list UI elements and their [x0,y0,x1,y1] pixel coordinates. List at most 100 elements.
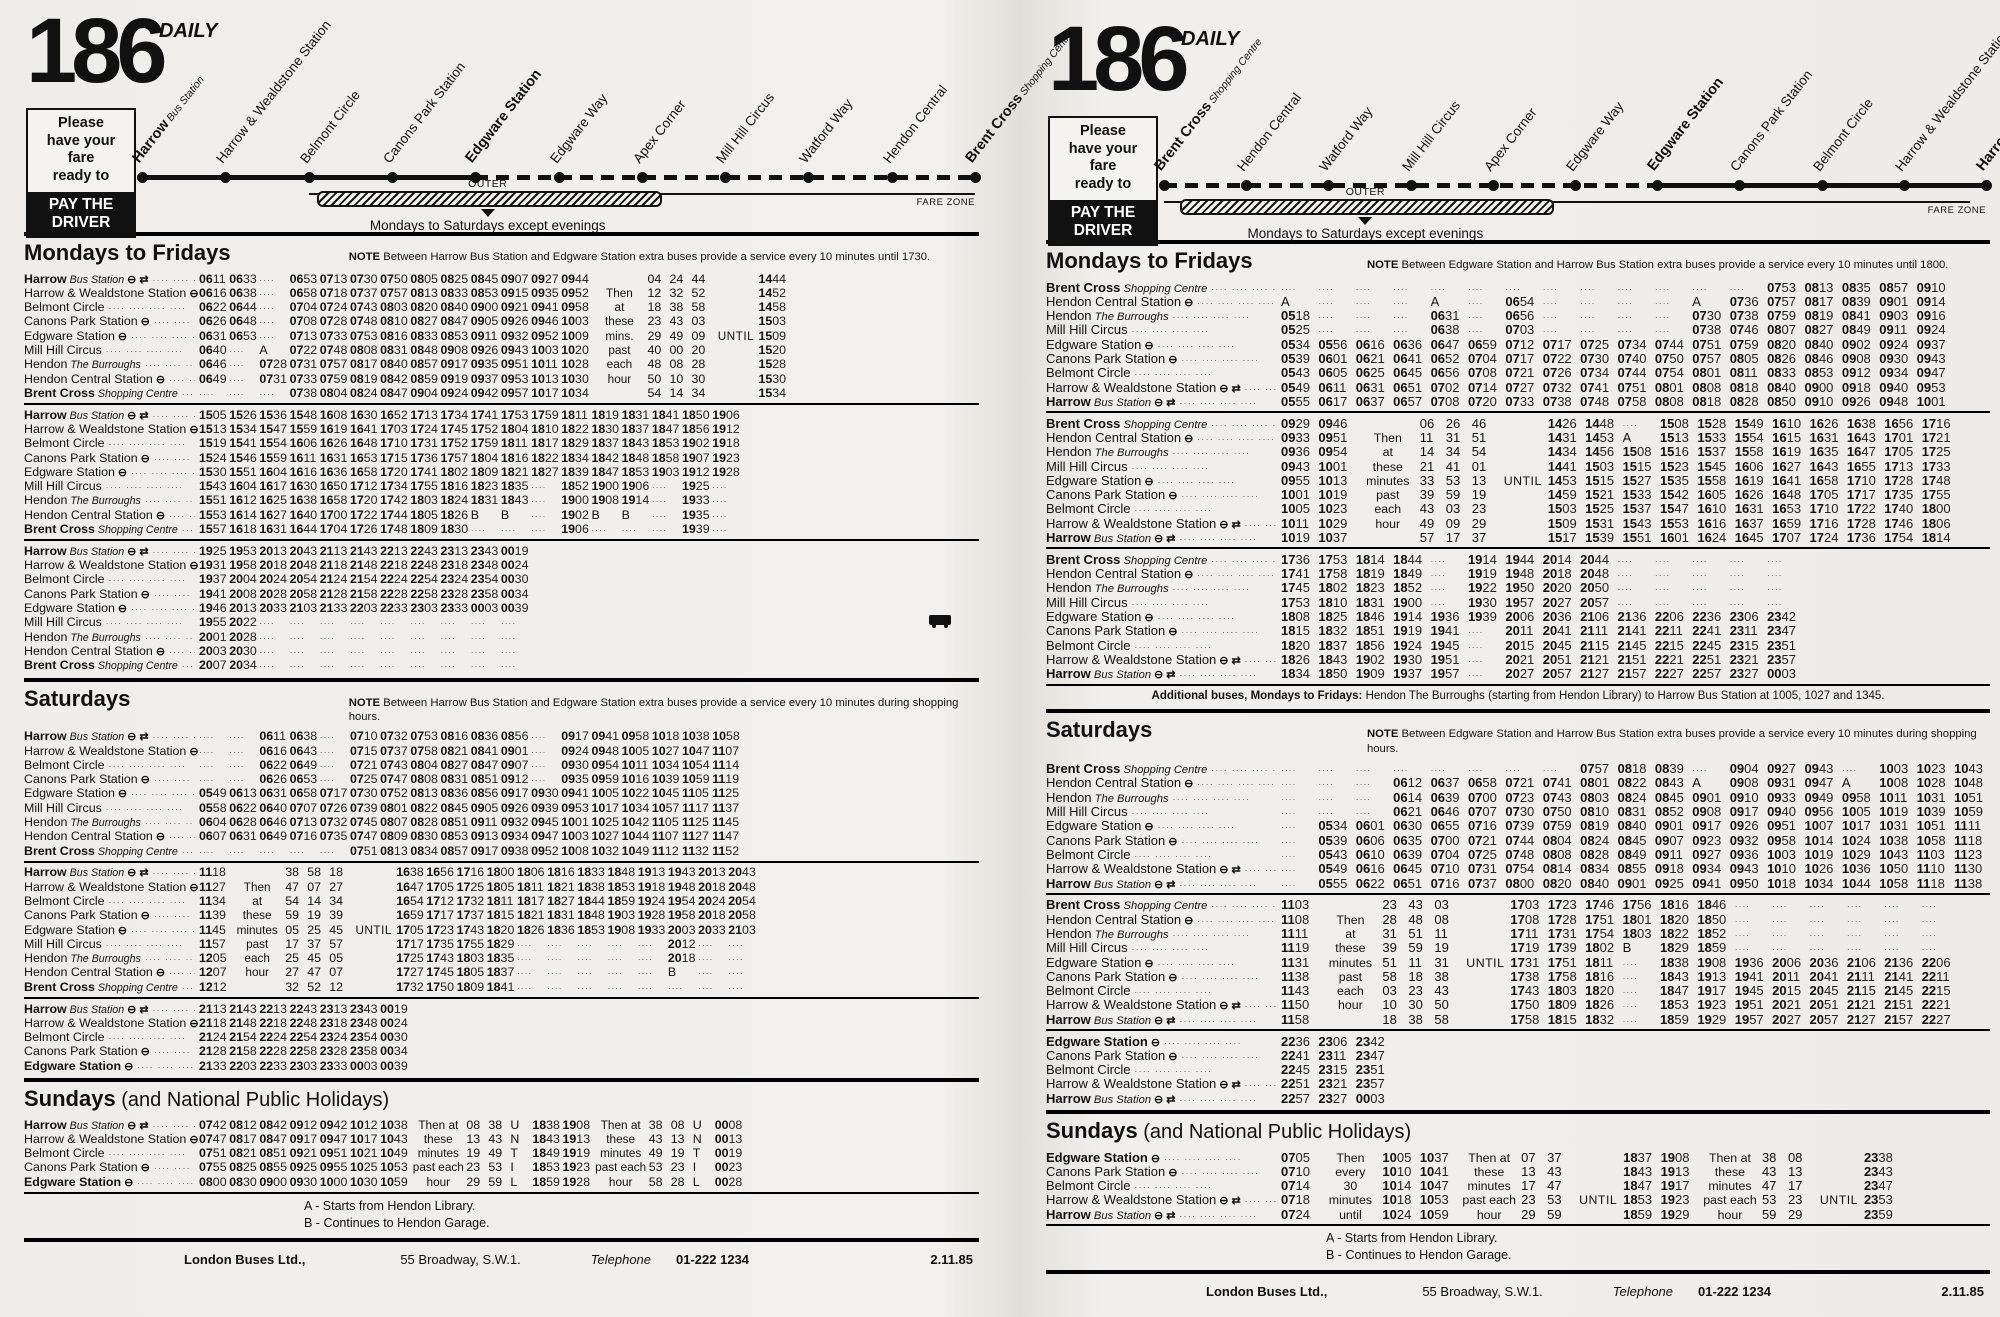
hour-digits: 08 [1580,775,1595,791]
minute-digits: 07 [1786,530,1802,546]
minute-digits: 03 [1599,458,1615,474]
minute-digits: 42 [1781,609,1797,625]
time-cell: 0935 [471,357,501,371]
time-cell: 0712 [1505,337,1542,352]
time-cell: 1520 [758,343,788,357]
station-name: Mill Hill Circus [24,342,102,357]
minute-digits: 02 [1856,336,1871,352]
minute-digits: 39 [212,908,226,923]
time-cell: 1852 [1393,580,1430,595]
time-cell: 2111 [1847,969,1884,984]
hour-digits: 19 [712,436,726,451]
underground-roundel-icon: ⊖ [117,924,128,937]
time-cell: 1112 [652,844,682,858]
time-cell: ···· [380,661,396,672]
time-cell: 1849 [532,1146,562,1160]
time-cell: 0713 [320,272,350,286]
hour-digits: 10 [380,1160,394,1175]
time-cell: 46 [1471,415,1487,431]
hour-digits: 20 [698,865,712,880]
minute-digits: 37 [484,371,499,386]
hour-digits: 10 [561,815,576,830]
dotted-leader: ···· ···· ···· ···· [1211,556,1277,566]
time-cell: ···· [577,968,593,979]
minute-digits: 34 [1332,818,1348,834]
time-cell: 0635 [1393,833,1430,848]
time-cell: 1536 [259,408,289,422]
minute-digits: 10 [1781,861,1797,877]
minute-digits: 43 [1332,651,1348,667]
minute-digits: 51 [1781,637,1797,653]
time-cell: 1918 [712,436,742,450]
time-cell: 2328 [441,587,471,601]
hour-digits: 16 [229,507,243,522]
minute-digits: 17 [695,800,709,815]
minute-digits: 53 [591,922,605,937]
time-cell: 0731 [1468,861,1505,876]
station-label: Hendon The Burroughs···· ···· ···· ···· [24,630,199,644]
time-cell: 49 [1419,515,1435,531]
time-cell: 0847 [380,386,410,400]
station-label: Canons Park Station⊖···· ···· ···· ···· [1046,1164,1281,1179]
minute-digits: 33 [651,922,666,937]
minute-digits: 02 [695,436,710,451]
minute-digits: 24 [1931,322,1946,338]
time-cell: ···· [1692,765,1708,776]
minute-digits: 41 [424,464,438,479]
minute-digits: 36 [1861,530,1876,546]
table-row: Hendon Central Station⊖···· ···· ···· ··… [24,644,979,658]
station-name: Harrow [24,407,67,422]
minute-digits: 31 [424,436,438,451]
dotted-leader: ···· ···· ···· ···· [1244,1081,1277,1091]
time-cell: 28 [670,1174,685,1189]
hour-digits: 15 [199,479,213,494]
time-cell: 1848 [608,865,638,879]
hour-digits: 15 [199,450,213,465]
minute-digits: 42 [333,1117,348,1132]
dotted-leader: ···· ···· ···· ···· [105,940,184,950]
time-cell: 1832 [1318,623,1355,638]
time-cell: 0738 [1692,322,1729,337]
minute-digits: 15 [1669,637,1684,653]
hour-digits: 07 [1505,393,1520,409]
hour-digits: 10 [1804,861,1819,877]
hour-digits: 07 [1505,861,1520,877]
time-cell: 0649 [259,829,289,843]
hour-digits: 07 [289,300,304,315]
minute-digits: 11 [575,407,588,422]
time-cell: ···· [1318,297,1334,308]
time-cell: 0935 [561,772,591,786]
time-cell: 2318 [441,558,471,572]
hour-digits: 23 [1767,637,1782,653]
time-cell: ···· [410,618,426,629]
time-cell: 1831 [622,408,652,422]
hour-digits: 09 [470,843,485,858]
time-cell: ···· [698,939,714,950]
dotted-leader: ···· ···· ···· ···· [1131,599,1210,609]
table-row: Hendon Central Station⊖···· ···· ···· ··… [24,829,979,843]
minute-digits: 46 [1445,804,1460,820]
time-cell: 2027 [1505,666,1542,681]
time-cell: 54 [647,385,662,400]
time-cell: 2318 [320,1016,350,1030]
time-cell: 1907 [682,451,712,465]
time-cell: 0904 [410,386,440,400]
station-name: Hendon [24,815,68,830]
time-cell: 26 [1445,415,1461,431]
time-cell: 0940 [1879,380,1916,395]
time-cell: 0648 [229,314,259,328]
time-cell: 1527 [1623,473,1660,488]
time-cell: 0825 [441,272,471,286]
station-name-qualifier: Shopping Centre [94,660,178,673]
hour-digits: 17 [1921,415,1937,431]
minute-digits: 59 [1968,804,1983,820]
time-cell: 1722 [350,508,380,522]
minute-digits: 43 [742,865,756,880]
hour-digits: 09 [531,829,545,844]
time-cell: 2018 [259,558,289,572]
time-cell: 1017 [591,801,621,815]
underground-roundel-icon: ⊖ [1154,533,1164,546]
time-cell: 2257 [1692,666,1729,681]
table-row: Canons Park Station⊖···· ···· ···· ····1… [1046,623,1990,638]
hour-digits: 10 [1382,1149,1397,1165]
